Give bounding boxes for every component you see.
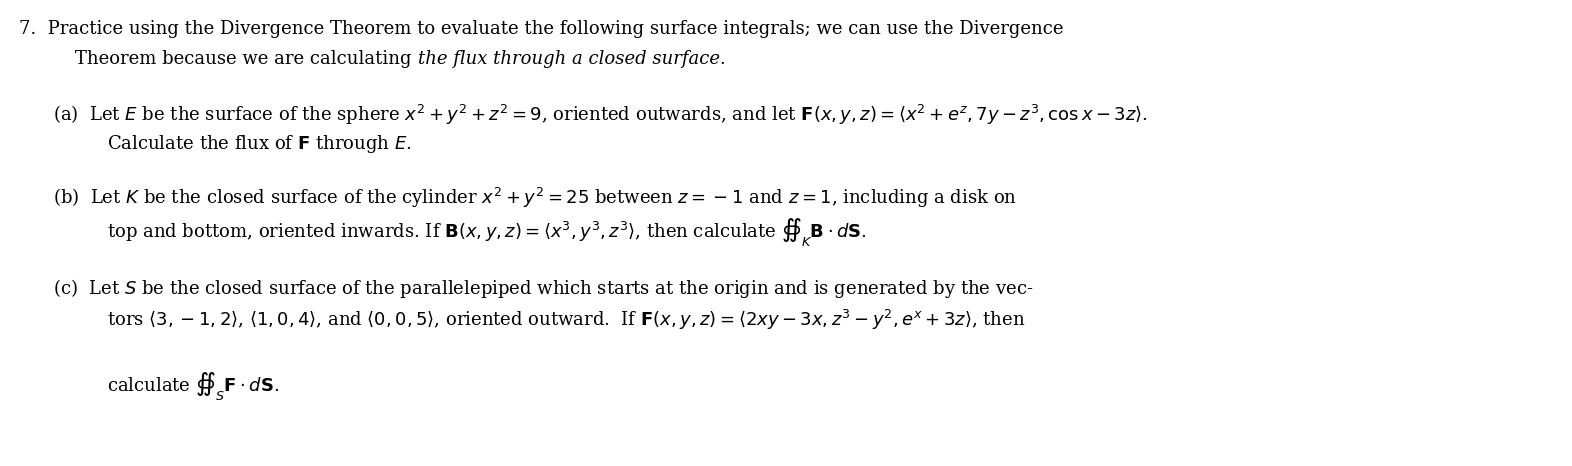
Text: the flux through a closed surface.: the flux through a closed surface. — [418, 50, 725, 68]
Text: Calculate the flux of $\mathbf{F}$ through $E$.: Calculate the flux of $\mathbf{F}$ throu… — [107, 133, 412, 155]
Text: calculate $\oiint_S \mathbf{F} \cdot d\mathbf{S}$.: calculate $\oiint_S \mathbf{F} \cdot d\m… — [107, 370, 280, 403]
Text: (b)  Let $K$ be the closed surface of the cylinder $x^2 + y^2 = 25$ between $z =: (b) Let $K$ be the closed surface of the… — [53, 186, 1017, 210]
Text: (a)  Let $E$ be the surface of the sphere $x^2+y^2+z^2 = 9$, oriented outwards, : (a) Let $E$ be the surface of the sphere… — [53, 103, 1149, 127]
Text: Theorem because we are calculating: Theorem because we are calculating — [75, 50, 418, 68]
Text: (c)  Let $S$ be the closed surface of the parallelepiped which starts at the ori: (c) Let $S$ be the closed surface of the… — [53, 277, 1034, 300]
Text: 7.  Practice using the Divergence Theorem to evaluate the following surface inte: 7. Practice using the Divergence Theorem… — [19, 20, 1063, 38]
Text: top and bottom, oriented inwards. If $\mathbf{B}(x, y, z) = \langle x^3, y^3, z^: top and bottom, oriented inwards. If $\m… — [107, 216, 866, 248]
Text: tors $\langle 3, -1, 2\rangle$, $\langle 1, 0, 4\rangle$, and $\langle 0, 0, 5\r: tors $\langle 3, -1, 2\rangle$, $\langle… — [107, 308, 1025, 332]
